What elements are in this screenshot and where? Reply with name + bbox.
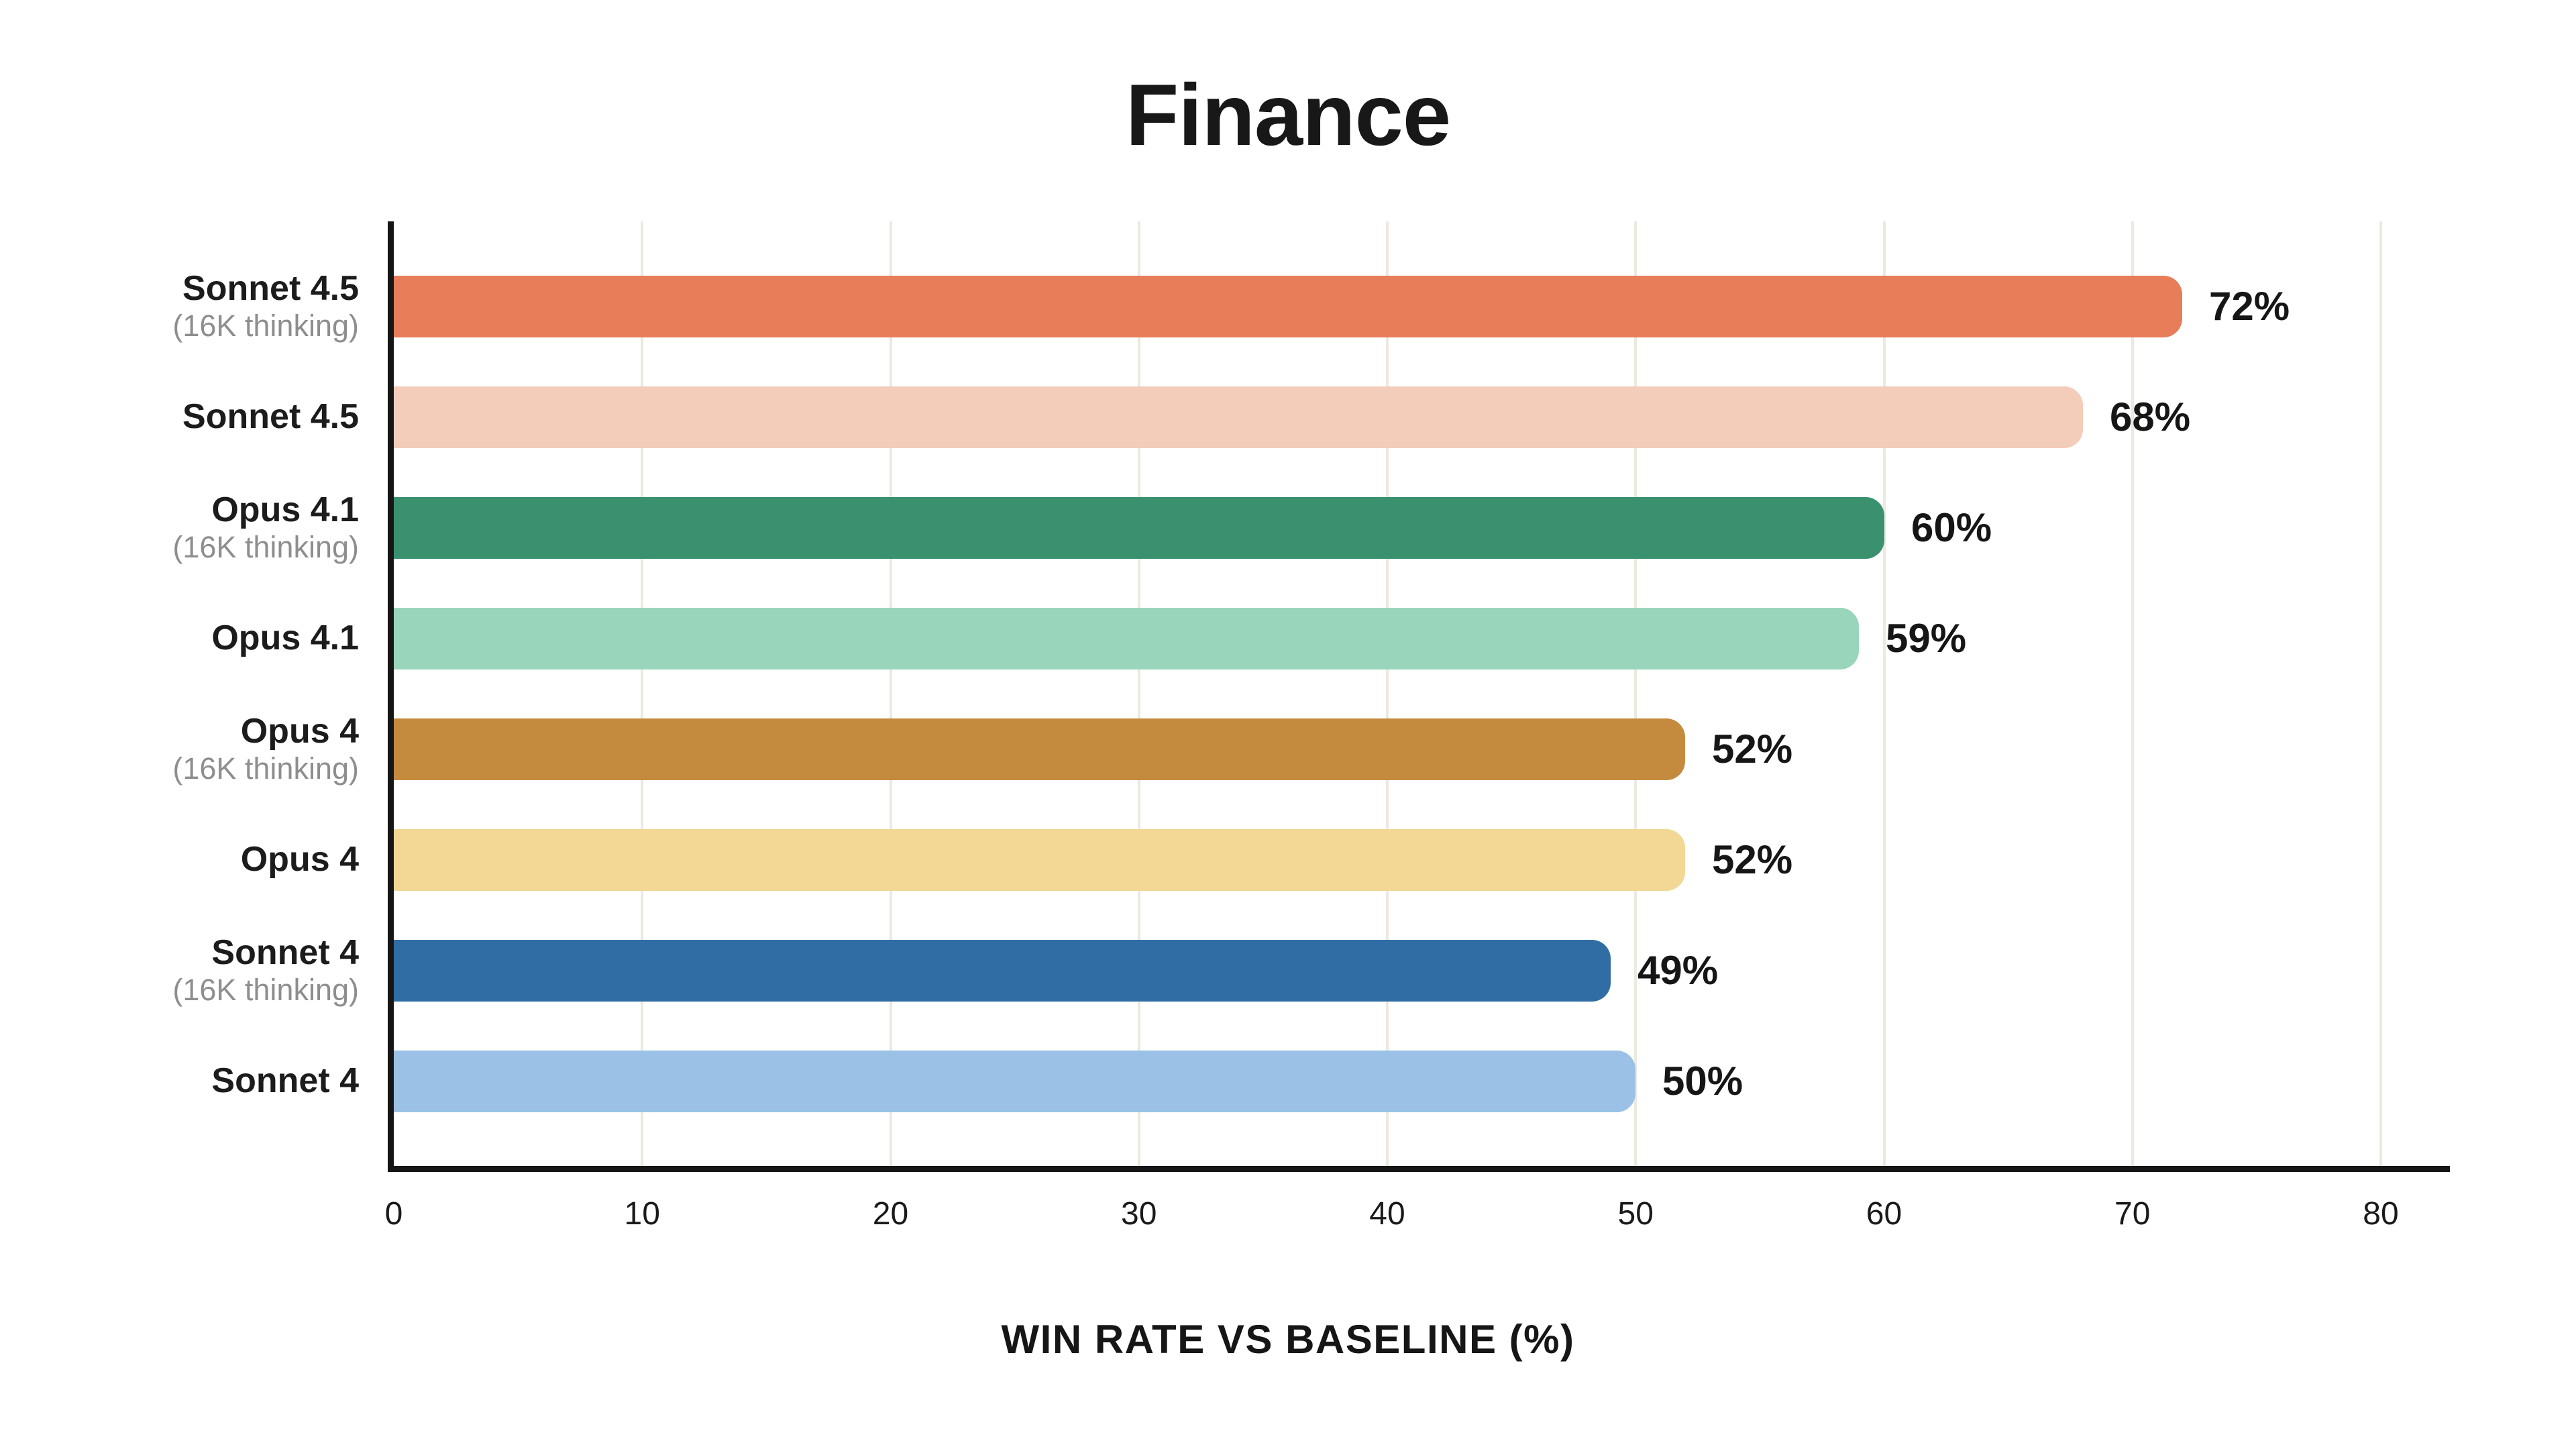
bar-label: Sonnet 4 <box>211 1061 359 1100</box>
bar-sublabel: (16K thinking) <box>172 751 359 786</box>
bar-label-cell: Sonnet 4 (16K thinking) <box>0 933 394 1008</box>
gridline <box>1634 221 1638 1166</box>
bar-label: Sonnet 4 <box>211 933 359 973</box>
bar <box>394 607 1859 669</box>
bar-cell: 52% <box>394 718 1792 780</box>
bar-row: Opus 4 (16K thinking) 52% <box>0 694 2576 804</box>
bar-row: Sonnet 4.5 68% <box>0 362 2576 472</box>
bar <box>394 828 1685 891</box>
bar-label: Opus 4.1 <box>211 490 359 530</box>
bar-label-cell: Opus 4 (16K thinking) <box>0 712 394 786</box>
bar-value: 50% <box>1662 1059 1743 1104</box>
bar <box>394 275 2182 337</box>
bar-sublabel: (16K thinking) <box>172 973 359 1008</box>
bar-label: Sonnet 4.5 <box>182 396 359 436</box>
bar-value: 49% <box>1638 948 1719 993</box>
bar-cell: 52% <box>394 828 1793 891</box>
bar-cell: 59% <box>394 607 1967 669</box>
gridline <box>1137 221 1140 1166</box>
gridline <box>2379 221 2382 1166</box>
bar-label-cell: Sonnet 4.5 <box>0 397 394 437</box>
bar-label-cell: Sonnet 4.5 (16K thinking) <box>0 269 394 343</box>
x-tick-label: 20 <box>872 1196 909 1232</box>
bar-row: Opus 4.1 59% <box>0 583 2576 694</box>
bar-label-cell: Opus 4.1 (16K thinking) <box>0 490 394 565</box>
bar-value: 72% <box>2209 284 2290 329</box>
gridline <box>1882 221 1886 1166</box>
gridlines <box>394 221 2383 1166</box>
bar-cell: 50% <box>394 1050 1743 1112</box>
x-axis-ticks: 0 10 20 30 40 50 60 70 80 <box>385 1195 2399 1236</box>
bar-sublabel: (16K thinking) <box>172 530 359 565</box>
y-axis-line <box>388 221 394 1172</box>
x-tick-label: 60 <box>1866 1196 1902 1232</box>
bar-row: Opus 4.1 (16K thinking) 60% <box>0 472 2576 583</box>
gridline <box>2131 221 2134 1166</box>
bar-rows: Sonnet 4.5 (16K thinking) 72% Sonnet 4.5 68%… <box>0 251 2576 1136</box>
bar-value: 60% <box>1911 505 1992 550</box>
x-tick-label: 50 <box>1617 1196 1654 1232</box>
bar <box>394 1050 1635 1112</box>
bar-cell: 49% <box>394 939 1719 1002</box>
bar-cell: 72% <box>394 275 2290 337</box>
x-axis-line <box>388 1166 2450 1172</box>
bar <box>394 939 1611 1002</box>
x-axis-title: WIN RATE VS BASELINE (%) <box>1001 1317 1575 1362</box>
bar-value: 68% <box>2110 394 2191 439</box>
x-tick-label: 70 <box>2114 1196 2151 1232</box>
x-tick-label: 30 <box>1121 1196 1157 1232</box>
bar-label-cell: Opus 4.1 <box>0 619 394 658</box>
bar-sublabel: (16K thinking) <box>172 309 359 343</box>
bar-label: Opus 4.1 <box>211 618 359 657</box>
bar <box>394 718 1685 780</box>
bar <box>394 386 2083 448</box>
bar-value: 59% <box>1886 616 1967 661</box>
gridline <box>889 221 892 1166</box>
x-tick-label: 0 <box>384 1196 403 1232</box>
bar-label: Sonnet 4.5 <box>182 269 359 309</box>
gridline <box>641 221 644 1166</box>
bar-label-cell: Opus 4 <box>0 840 394 879</box>
gridline <box>1386 221 1389 1166</box>
bar-label-cell: Sonnet 4 <box>0 1061 394 1101</box>
bar-row: Sonnet 4 50% <box>0 1026 2576 1136</box>
bar-row: Opus 4 52% <box>0 804 2576 915</box>
bar-value: 52% <box>1712 727 1793 771</box>
bar <box>394 496 1884 559</box>
bar-cell: 68% <box>394 386 2190 448</box>
x-tick-label: 80 <box>2363 1196 2399 1232</box>
bar-row: Sonnet 4 (16K thinking) 49% <box>0 915 2576 1026</box>
x-tick-label: 10 <box>624 1196 660 1232</box>
bar-label: Opus 4 <box>240 712 359 751</box>
chart-title: Finance <box>1125 66 1451 164</box>
bar-row: Sonnet 4.5 (16K thinking) 72% <box>0 251 2576 362</box>
bar-cell: 60% <box>394 496 1992 559</box>
bar-label: Opus 4 <box>240 839 359 879</box>
x-tick-label: 40 <box>1369 1196 1405 1232</box>
bar-value: 52% <box>1712 837 1793 882</box>
